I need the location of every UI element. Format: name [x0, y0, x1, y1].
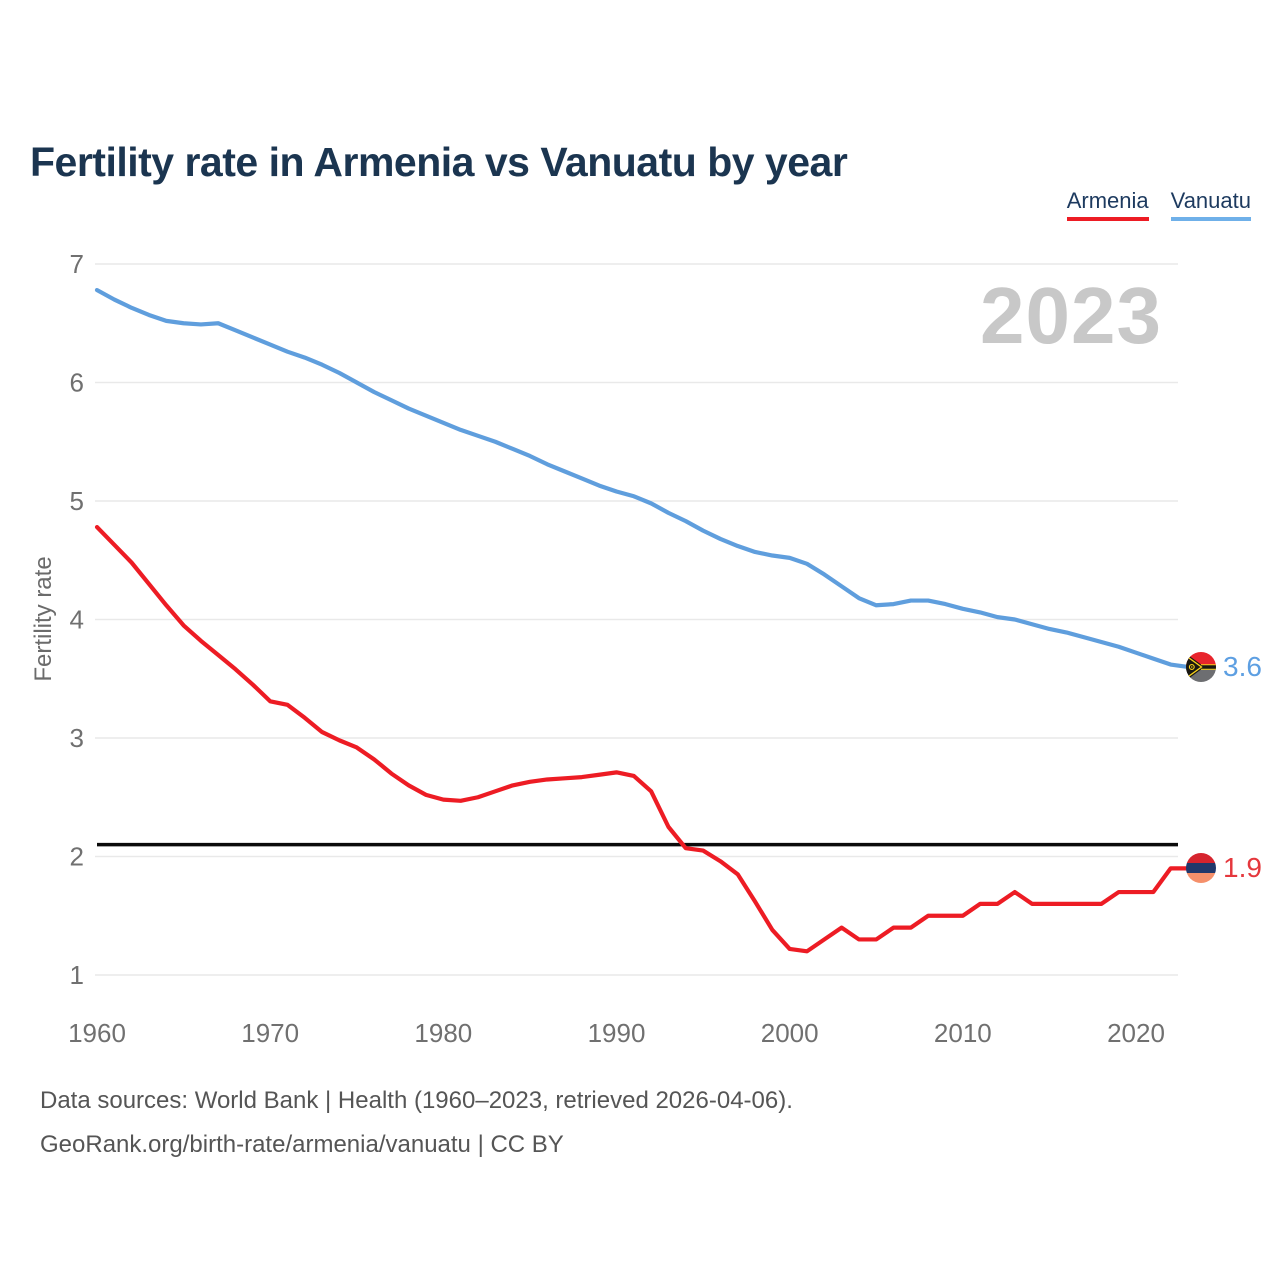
- y-tick-label: 7: [70, 249, 84, 279]
- series-line-armenia: [94, 524, 1191, 954]
- legend: Armenia Vanuatu: [1066, 190, 1251, 221]
- y-tick-label: 4: [70, 605, 84, 635]
- y-tick-label: 6: [70, 368, 84, 398]
- y-tick-label: 3: [70, 723, 84, 753]
- armenia-flag-icon: [1186, 853, 1216, 883]
- footer: Data sources: World Bank | Health (1960–…: [40, 1079, 793, 1167]
- armenia-end-marker: 1.9: [1186, 853, 1262, 883]
- x-tick-label: 1970: [241, 1018, 299, 1048]
- legend-item-armenia[interactable]: Armenia: [1066, 190, 1149, 221]
- footer-attribution-line: GeoRank.org/birth-rate/armenia/vanuatu |…: [40, 1131, 564, 1158]
- x-tick-label: 2010: [934, 1018, 992, 1048]
- series-line-vanuatu: [94, 287, 1191, 670]
- x-tick-label: 2000: [761, 1018, 819, 1048]
- year-watermark: 2023: [980, 271, 1162, 360]
- y-tick-label: 5: [70, 486, 84, 516]
- vanuatu-flag-icon: [1186, 652, 1216, 682]
- y-tick-label: 1: [70, 960, 84, 990]
- vanuatu-end-marker: 3.6: [1186, 652, 1262, 682]
- footer-sources-line: Data sources: World Bank | Health (1960–…: [40, 1087, 793, 1114]
- page-title: Fertility rate in Armenia vs Vanuatu by …: [30, 139, 848, 186]
- legend-item-vanuatu[interactable]: Vanuatu: [1170, 190, 1251, 221]
- y-tick-label: 2: [70, 842, 84, 872]
- vanuatu-end-value: 3.6: [1223, 651, 1262, 682]
- armenia-end-value: 1.9: [1223, 852, 1262, 883]
- x-tick-label: 1990: [588, 1018, 646, 1048]
- x-tick-label: 1960: [68, 1018, 126, 1048]
- x-tick-label: 2020: [1107, 1018, 1165, 1048]
- x-tick-label: 1980: [414, 1018, 472, 1048]
